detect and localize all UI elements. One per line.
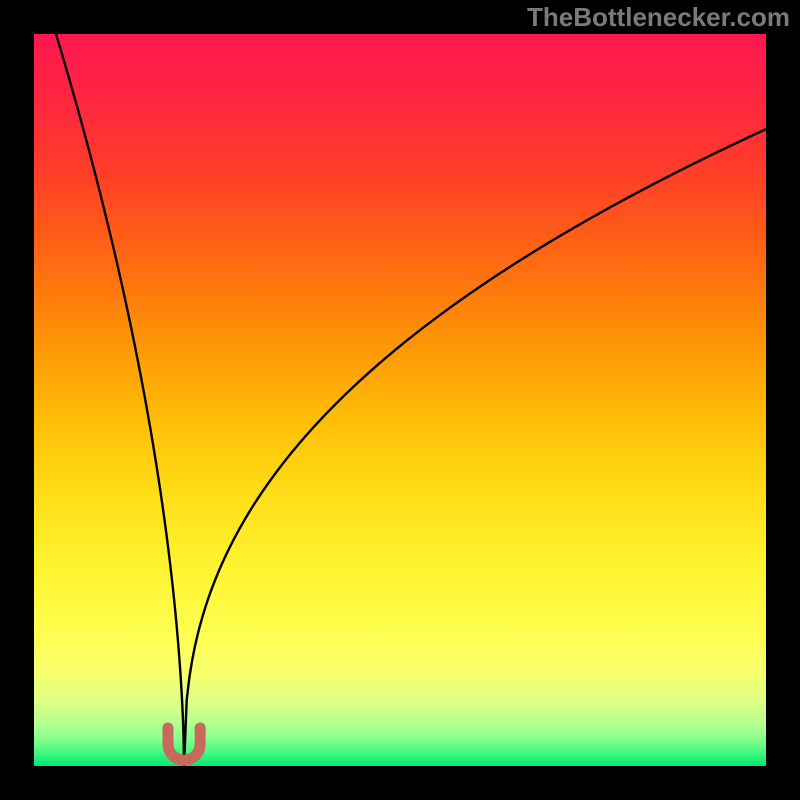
stage: TheBottlenecker.com xyxy=(0,0,800,800)
plot-background xyxy=(34,34,766,766)
watermark-text: TheBottlenecker.com xyxy=(527,2,790,33)
